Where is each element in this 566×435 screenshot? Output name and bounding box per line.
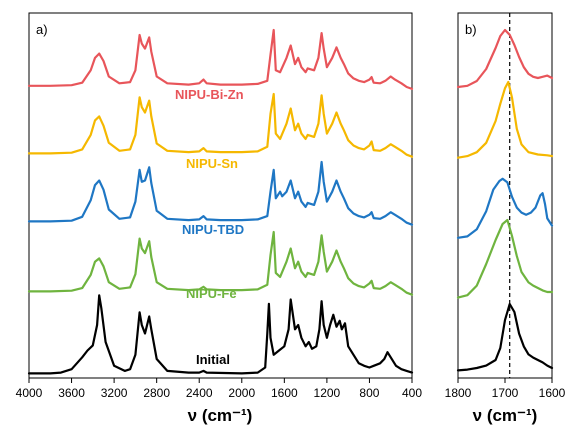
- panel-b-x-tick-label: 1800: [445, 386, 472, 400]
- series-label-tbd: NIPU-TBD: [182, 222, 244, 237]
- panel-b-x-axis-title: ν (cm⁻¹): [473, 406, 538, 425]
- panel-b-trace-initial: [456, 302, 554, 372]
- panel-a-trace-nipu-tbd: [27, 160, 414, 226]
- panel-a-x-tick-label: 4000: [16, 386, 43, 400]
- panel-b-ticks: 1800 1700 1600: [445, 378, 566, 400]
- panel-b-trace-nipu-tbd: [456, 177, 554, 239]
- panel-a-x-tick-label: 3200: [101, 386, 128, 400]
- panel-a-x-tick-label: 3600: [58, 386, 85, 400]
- panel-a-x-tick-label: 2000: [228, 386, 255, 400]
- panel-a-trace-initial: [27, 294, 414, 375]
- series-label-sn: NIPU-Sn: [186, 156, 238, 171]
- panel-a-trace-nipu-sn: [27, 92, 414, 158]
- panel-a-ticks: 4000 3600 3200 2800 2400 2000 1600 1200 800 400: [16, 378, 422, 400]
- panel-a-frame: [28, 12, 413, 379]
- panel-b-traces: [456, 28, 554, 372]
- panel-a-trace-nipu-fe: [27, 230, 414, 296]
- panel-b-trace-nipu-bi-zn: [456, 28, 554, 89]
- series-label-fe: NIPU-Fe: [186, 286, 237, 301]
- panel-a-letter: a): [36, 22, 48, 37]
- panel-a-x-tick-label: 1200: [314, 386, 341, 400]
- panel-b-x-tick-label: 1600: [539, 386, 566, 400]
- panel-a-trace-nipu-bi-zn: [27, 28, 414, 90]
- panel-a-x-tick-label: 800: [359, 386, 379, 400]
- series-label-initial: Initial: [196, 352, 230, 367]
- panel-a-x-tick-label: 1600: [271, 386, 298, 400]
- panel-a-x-axis-title: ν (cm⁻¹): [188, 406, 253, 425]
- panel-a-x-tick-label: 2400: [186, 386, 213, 400]
- panel-b-letter: b): [465, 22, 477, 37]
- series-label-bi-zn: NIPU-Bi-Zn: [175, 87, 244, 102]
- panel-a-traces: [27, 28, 414, 375]
- panel-b-trace-nipu-sn: [456, 80, 554, 159]
- panel-b-trace-nipu-fe: [456, 218, 554, 299]
- panel-b-x-tick-label: 1700: [492, 386, 519, 400]
- panel-a-x-tick-label: 2800: [143, 386, 170, 400]
- panel-a-x-tick-label: 400: [402, 386, 422, 400]
